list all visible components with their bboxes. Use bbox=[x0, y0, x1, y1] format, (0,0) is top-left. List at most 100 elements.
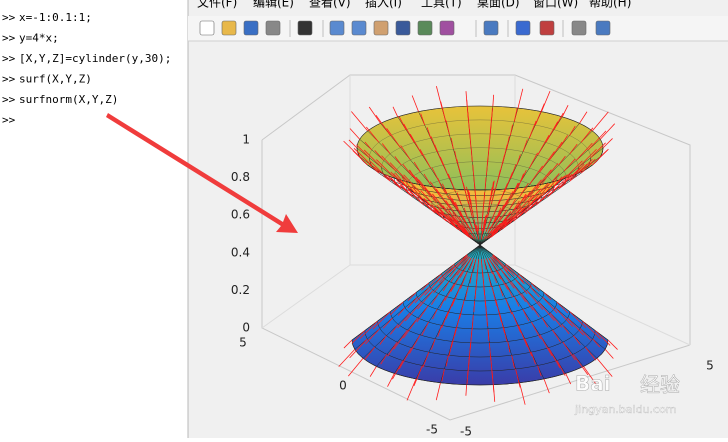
z-tick-label: 0.6 bbox=[231, 208, 250, 222]
normal-vector bbox=[600, 123, 616, 140]
normal-vector bbox=[569, 163, 585, 181]
normal-vector bbox=[512, 214, 518, 219]
normal-vector bbox=[505, 298, 513, 315]
normal-vector bbox=[588, 158, 596, 166]
normal-vector bbox=[513, 209, 527, 222]
normal-vector bbox=[431, 293, 439, 306]
normal-vector bbox=[563, 158, 576, 172]
normal-vector bbox=[484, 215, 487, 223]
mesh-ring bbox=[377, 320, 583, 358]
normal-vector bbox=[450, 327, 457, 348]
normal-vector bbox=[488, 197, 491, 207]
normal-vector bbox=[472, 258, 477, 273]
normal-vector bbox=[483, 192, 486, 204]
normal-vector bbox=[484, 300, 487, 317]
normal-vector bbox=[404, 301, 422, 322]
normal-vector bbox=[402, 163, 413, 177]
normal-vector bbox=[484, 177, 487, 190]
normal-vector bbox=[438, 208, 456, 226]
normal-vector bbox=[444, 283, 455, 301]
normal-vector bbox=[472, 164, 474, 176]
normal-vector bbox=[422, 352, 430, 368]
normal-vector bbox=[541, 176, 548, 185]
normal-vector bbox=[390, 177, 401, 188]
normal-vector bbox=[432, 209, 441, 217]
menu-item: 窗口(W) bbox=[533, 0, 578, 10]
normal-vector bbox=[547, 163, 559, 177]
prompt: >> bbox=[2, 73, 16, 86]
surface-normals bbox=[338, 86, 618, 405]
normal-vector bbox=[424, 276, 443, 296]
normal-vector bbox=[562, 341, 576, 361]
normal-vector bbox=[466, 370, 469, 385]
normal-vector bbox=[465, 384, 468, 396]
normal-vector bbox=[580, 162, 593, 174]
normal-vector bbox=[395, 172, 407, 187]
normal-vector bbox=[387, 341, 398, 357]
x-tick-label: -5 bbox=[460, 425, 472, 439]
normal-vector bbox=[390, 171, 398, 180]
normal-vector bbox=[348, 358, 364, 377]
normal-vector bbox=[372, 311, 391, 330]
toolbar-button bbox=[417, 20, 433, 36]
normal-vector bbox=[545, 121, 559, 143]
normal-vector bbox=[516, 154, 521, 166]
mesh-ring bbox=[430, 189, 530, 207]
toolbar-icons bbox=[199, 20, 611, 37]
menu-item: 编辑(E) bbox=[253, 0, 294, 10]
normal-vector bbox=[502, 222, 511, 230]
normal-vector bbox=[403, 174, 421, 193]
normal-vector bbox=[587, 130, 607, 151]
normal-vector bbox=[460, 224, 473, 239]
normal-vector bbox=[579, 111, 588, 124]
normal-vector bbox=[441, 311, 449, 329]
toolbar-button bbox=[571, 20, 587, 36]
toolbar-button bbox=[221, 20, 237, 36]
normal-vector bbox=[464, 286, 469, 300]
normal-vector bbox=[505, 263, 524, 282]
normal-vector bbox=[387, 373, 395, 387]
command-line: surfnorm(X,Y,Z) bbox=[19, 93, 118, 106]
normal-vector bbox=[488, 257, 502, 280]
normal-vector bbox=[446, 206, 456, 221]
normal-vector bbox=[492, 180, 495, 190]
normal-vector bbox=[491, 286, 498, 307]
prompt: >> bbox=[2, 52, 16, 65]
normal-vector bbox=[429, 181, 441, 197]
normal-vector bbox=[575, 163, 588, 175]
normal-vector bbox=[409, 133, 423, 156]
normal-vector bbox=[529, 286, 540, 298]
normal-vector bbox=[498, 222, 503, 228]
normal-vector bbox=[459, 300, 465, 320]
normal-vector bbox=[504, 217, 513, 226]
normal-vector bbox=[556, 360, 566, 376]
normal-vector bbox=[442, 188, 447, 194]
normal-vector bbox=[502, 204, 507, 211]
normal-vector bbox=[449, 267, 457, 278]
normal-vector bbox=[483, 235, 487, 240]
normal-vector bbox=[517, 88, 524, 109]
normal-vector bbox=[384, 174, 391, 181]
normal-vector bbox=[498, 204, 505, 217]
normal-vector bbox=[498, 285, 504, 297]
normal-vector bbox=[454, 220, 469, 235]
toolbar-button bbox=[483, 20, 499, 36]
normal-vector bbox=[400, 145, 411, 161]
normal-vector bbox=[451, 285, 462, 307]
normal-vector bbox=[492, 384, 496, 402]
normal-vector bbox=[381, 143, 391, 154]
normal-vector bbox=[405, 185, 421, 202]
normal-vector bbox=[455, 201, 462, 217]
normal-vector bbox=[539, 182, 549, 193]
normal-vector bbox=[426, 127, 432, 139]
normal-vector bbox=[580, 127, 594, 143]
command-line: y=4*x; bbox=[19, 32, 59, 45]
normal-vector bbox=[456, 192, 462, 206]
normal-vector bbox=[496, 218, 508, 233]
normal-vector bbox=[409, 334, 421, 354]
normal-vector bbox=[374, 150, 385, 161]
watermark-brand: 经验 bbox=[640, 373, 680, 397]
normal-vector bbox=[445, 298, 455, 320]
normal-vector bbox=[483, 215, 486, 229]
normal-vector bbox=[449, 197, 454, 206]
